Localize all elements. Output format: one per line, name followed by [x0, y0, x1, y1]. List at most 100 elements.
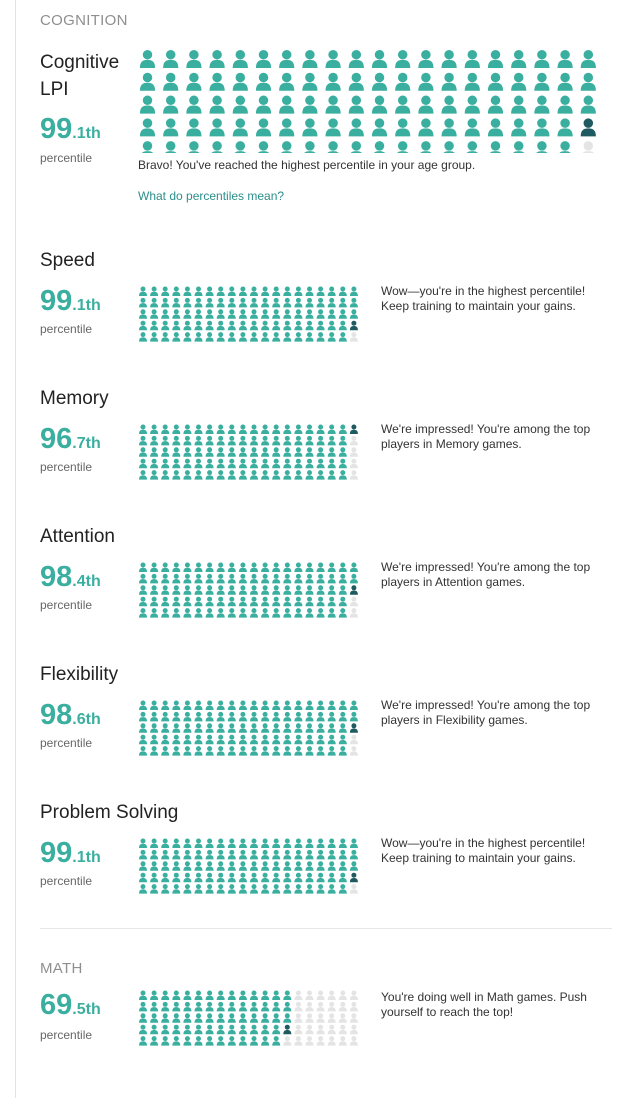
person-icon: [302, 49, 318, 68]
person-icon: [261, 711, 270, 722]
metric-title: Speed: [40, 250, 95, 271]
person-icon: [227, 435, 236, 446]
person-icon: [227, 734, 236, 745]
person-icon: [272, 1036, 281, 1046]
person-icon: [139, 608, 147, 618]
person-icon: [305, 309, 314, 319]
percentile-whole: 98: [40, 699, 73, 731]
person-icon: [338, 435, 347, 446]
person-icon: [250, 1013, 258, 1023]
person-icon: [250, 470, 258, 480]
person-icon: [294, 320, 303, 331]
person-icon: [205, 470, 214, 480]
person-icon: [272, 608, 281, 618]
person-icon: [172, 1001, 181, 1012]
person-icon: [227, 447, 236, 457]
person-icon: [216, 424, 225, 434]
person-icon: [227, 424, 236, 434]
person-icon: [349, 723, 358, 733]
person-icon: [272, 585, 281, 595]
message-line: players in Memory games.: [381, 437, 522, 451]
person-icon: [272, 435, 281, 446]
person-icon: [209, 118, 225, 137]
person-icon: [227, 608, 236, 618]
person-icon: [172, 447, 181, 457]
person-icon: [205, 849, 214, 860]
person-icon: [250, 711, 258, 722]
percentile-grid: [139, 838, 358, 894]
message-line: Wow—you're in the highest percentile!: [381, 284, 586, 298]
person-icon: [183, 596, 192, 607]
person-icon: [172, 435, 181, 446]
person-icon: [139, 320, 147, 331]
person-icon: [216, 309, 225, 319]
person-icon: [338, 861, 347, 871]
person-icon: [183, 309, 192, 319]
person-icon: [349, 861, 358, 871]
person-icon: [464, 118, 480, 137]
person-icon: [183, 884, 192, 894]
percentile-label: percentile: [40, 598, 93, 612]
person-icon: [205, 734, 214, 745]
person-icon: [487, 95, 504, 114]
person-icon: [150, 849, 159, 860]
person-icon: [183, 332, 192, 342]
metric-cognitive-lpi: Cognitive LPI 99.1th percentile Bravo! Y…: [40, 49, 620, 214]
person-icon: [283, 435, 292, 446]
person-icon: [304, 141, 316, 153]
person-icon: [261, 734, 270, 745]
person-icon: [580, 49, 596, 68]
person-icon: [338, 884, 347, 894]
person-icon: [216, 286, 225, 296]
what-do-percentiles-mean-link[interactable]: What do percentiles mean?: [138, 189, 285, 203]
person-icon: [272, 884, 281, 894]
person-icon: [316, 573, 325, 584]
person-icon: [172, 872, 181, 883]
person-icon: [261, 573, 270, 584]
person-icon: [338, 1001, 347, 1012]
person-icon: [205, 872, 214, 883]
person-icon: [161, 470, 170, 480]
person-icon: [139, 734, 147, 745]
person-icon: [250, 286, 258, 296]
person-icon: [250, 838, 258, 848]
person-icon: [294, 309, 303, 319]
person-icon: [294, 746, 303, 756]
person-icon: [261, 596, 270, 607]
person-icon: [150, 309, 159, 319]
percentile-label: percentile: [40, 322, 93, 336]
person-icon: [150, 297, 159, 308]
person-icon: [279, 72, 295, 91]
person-icon: [139, 723, 147, 733]
person-icon: [238, 711, 247, 722]
person-icon: [441, 95, 457, 114]
person-icon: [194, 596, 203, 607]
person-icon: [327, 838, 336, 848]
person-icon: [194, 746, 203, 756]
person-icon: [316, 585, 325, 595]
person-icon: [161, 447, 170, 457]
person-icon: [294, 470, 303, 480]
person-icon: [327, 424, 336, 434]
person-icon: [327, 562, 336, 572]
person-icon: [150, 424, 159, 434]
person-icon: [238, 585, 247, 595]
person-icon: [183, 1036, 192, 1046]
person-icon: [349, 320, 358, 331]
person-icon: [150, 746, 159, 756]
person-icon: [194, 585, 203, 595]
person-icon: [511, 95, 527, 114]
person-icon: [316, 861, 325, 871]
person-icon: [294, 447, 303, 457]
person-icon: [305, 1013, 314, 1023]
person-icon: [261, 861, 270, 871]
person-icon: [257, 141, 270, 153]
percentile-label: percentile: [40, 1028, 93, 1042]
person-icon: [238, 573, 247, 584]
percentile-value: 98.4th: [40, 561, 101, 594]
person-icon: [338, 608, 347, 618]
person-icon: [161, 872, 170, 883]
person-icon: [349, 309, 358, 319]
person-icon: [349, 711, 358, 722]
person-icon: [349, 470, 358, 480]
